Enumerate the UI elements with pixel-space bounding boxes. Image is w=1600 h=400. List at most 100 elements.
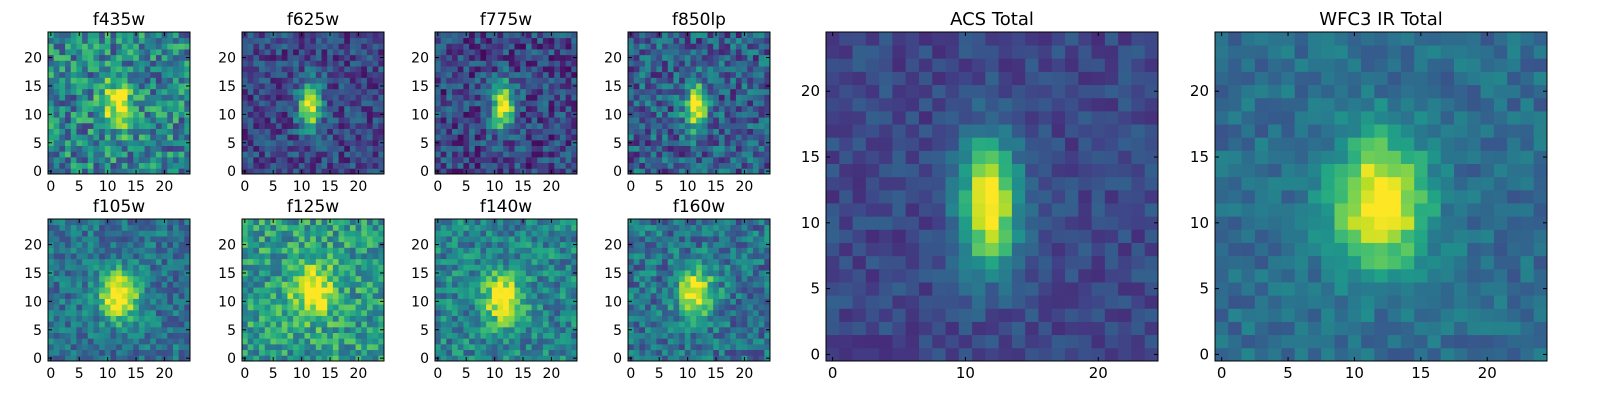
- heatmap-cell: [639, 298, 646, 305]
- heatmap-cell: [349, 94, 356, 101]
- heatmap-cell: [167, 60, 174, 67]
- heatmap-cell: [366, 247, 374, 254]
- heatmap-cell: [172, 349, 180, 356]
- heatmap-cell: [321, 66, 328, 73]
- heatmap-cell: [144, 343, 151, 351]
- heatmap-cell: [327, 139, 334, 146]
- heatmap-cell: [525, 338, 532, 345]
- heatmap-cell: [270, 270, 277, 277]
- heatmap-cell: [628, 94, 635, 101]
- heatmap-cell: [497, 128, 504, 135]
- heatmap-cell: [520, 66, 527, 73]
- heatmap-cell: [440, 122, 447, 129]
- heatmap-cell: [730, 49, 737, 56]
- heatmap-cell: [571, 247, 578, 254]
- heatmap-cell: [452, 100, 459, 107]
- heatmap-cell: [718, 343, 725, 351]
- heatmap-cell: [304, 298, 311, 305]
- heatmap-cell: [76, 134, 83, 141]
- heatmap-cell: [70, 105, 77, 112]
- heatmap-cell: [48, 105, 55, 112]
- heatmap-cell: [752, 343, 760, 351]
- heatmap-cell: [537, 49, 544, 56]
- heatmap-cell: [679, 349, 686, 356]
- heatmap-cell: [150, 162, 157, 169]
- heatmap-cell: [446, 77, 453, 84]
- heatmap-cell: [440, 349, 447, 356]
- heatmap-cell: [172, 117, 180, 124]
- heatmap-cell: [259, 292, 266, 299]
- heatmap-cell: [310, 219, 317, 226]
- heatmap-cell: [87, 49, 94, 56]
- heatmap-cell: [679, 105, 686, 112]
- heatmap-cell: [110, 321, 117, 328]
- heatmap-cell: [741, 83, 748, 90]
- heatmap-cell: [264, 105, 271, 112]
- heatmap-cell: [242, 287, 249, 294]
- heatmap-cell: [127, 224, 134, 231]
- heatmap-cell: [253, 241, 260, 248]
- heatmap-cell: [315, 236, 322, 243]
- heatmap-cell: [696, 71, 703, 78]
- x-tick-label: 20: [736, 179, 754, 195]
- heatmap-cell: [349, 270, 356, 277]
- heatmap-cell: [310, 247, 317, 254]
- heatmap-cell: [446, 128, 453, 135]
- heatmap-cell: [554, 326, 561, 333]
- heatmap-cell: [696, 168, 703, 175]
- heatmap-cell: [104, 236, 111, 243]
- heatmap-cell: [531, 117, 538, 124]
- heatmap-cell: [503, 105, 510, 112]
- heatmap-cell: [253, 264, 260, 271]
- heatmap-cell: [121, 315, 128, 322]
- heatmap-cell: [559, 332, 567, 339]
- heatmap-cell: [293, 253, 300, 260]
- heatmap-cell: [491, 230, 498, 237]
- heatmap-cell: [332, 111, 339, 118]
- heatmap-cell: [178, 32, 185, 39]
- heatmap-cell: [452, 230, 459, 237]
- heatmap-cell: [65, 219, 72, 226]
- heatmap-cell: [155, 128, 162, 135]
- heatmap-cell: [718, 122, 725, 129]
- heatmap-cell: [520, 94, 527, 101]
- heatmap-cell: [349, 321, 356, 328]
- heatmap-cell: [435, 117, 442, 124]
- heatmap-cell: [548, 162, 555, 169]
- heatmap-cell: [87, 100, 94, 107]
- heatmap-cell: [480, 43, 487, 50]
- heatmap-cell: [713, 338, 720, 345]
- heatmap-cell: [684, 88, 691, 95]
- heatmap-cell: [446, 219, 453, 226]
- heatmap-cell: [662, 355, 669, 362]
- heatmap-cell: [321, 54, 328, 61]
- heatmap-cell: [718, 298, 725, 305]
- heatmap-cell: [525, 54, 532, 61]
- heatmap-cell: [93, 77, 100, 84]
- heatmap-cell: [116, 54, 123, 61]
- heatmap-cell: [247, 43, 254, 50]
- heatmap-cell: [259, 60, 266, 67]
- heatmap-cell: [121, 100, 128, 107]
- heatmap-cell: [764, 105, 771, 112]
- heatmap-cell: [639, 270, 646, 277]
- heatmap-cell: [361, 128, 368, 135]
- heatmap-cell: [633, 162, 640, 169]
- heatmap-cell: [565, 134, 572, 141]
- heatmap-cell: [155, 111, 162, 118]
- heatmap-cell: [110, 145, 117, 152]
- heatmap-cell: [264, 355, 271, 362]
- heatmap-cell: [531, 77, 538, 84]
- heatmap-cell: [372, 77, 379, 84]
- heatmap-cell: [264, 241, 271, 248]
- heatmap-cell: [537, 230, 544, 237]
- heatmap-cell: [752, 151, 760, 158]
- heatmap-cell: [747, 43, 754, 50]
- heatmap-cell: [639, 105, 646, 112]
- heatmap-cell: [332, 236, 339, 243]
- heatmap-cell: [82, 49, 89, 56]
- heatmap-cell: [264, 94, 271, 101]
- heatmap-cell: [184, 275, 191, 282]
- heatmap-cell: [70, 253, 77, 260]
- heatmap-cell: [542, 253, 549, 260]
